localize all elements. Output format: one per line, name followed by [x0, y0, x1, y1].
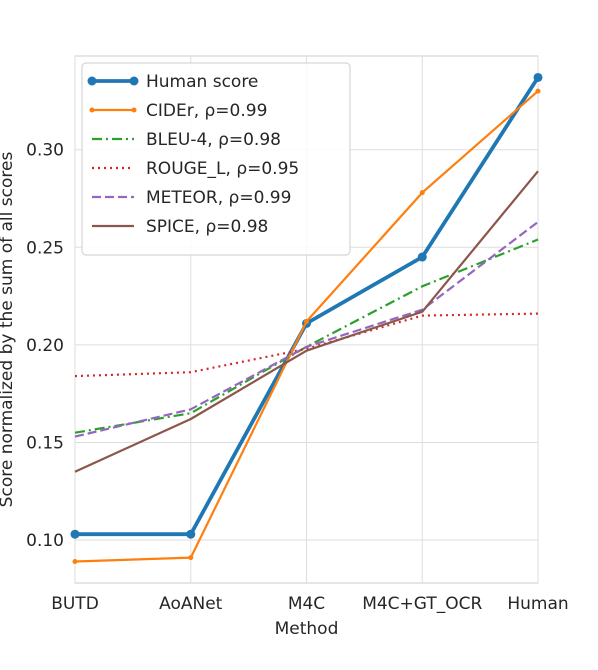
data-point	[419, 190, 425, 196]
data-point	[533, 72, 543, 82]
data-point	[304, 318, 309, 324]
legend-label: CIDEr, ρ=0.99	[146, 101, 267, 121]
legend-label: ROUGE_L, ρ=0.95	[146, 159, 299, 179]
legend-label: Human score	[146, 72, 258, 92]
legend-marker	[131, 107, 137, 113]
series-1	[72, 88, 541, 565]
series-4	[74, 221, 539, 438]
series-line	[74, 221, 539, 438]
x-tick-label: M4C	[288, 594, 325, 614]
x-tick-label: Human	[507, 594, 568, 614]
data-point	[186, 529, 196, 539]
x-tick-label: AoANet	[159, 594, 223, 614]
tick-labels: BUTD AoANet M4C M4C+GT_OCR Human 0.10 0.15 0.20…	[26, 141, 569, 614]
data-point	[188, 555, 194, 561]
legend-marker	[129, 76, 139, 86]
legend-label: BLEU-4, ρ=0.98	[146, 130, 281, 150]
legend-entry: ROUGE_L, ρ=0.95	[92, 159, 299, 179]
y-tick-label: 0.30	[26, 141, 64, 161]
legend-box	[81, 62, 351, 256]
y-tick-label: 0.25	[26, 238, 64, 258]
legend-label: METEOR, ρ=0.99	[146, 188, 291, 208]
legend-entry: CIDEr, ρ=0.99	[89, 101, 267, 121]
data-point	[535, 88, 541, 94]
legend: Human score CIDEr, ρ=0.99 BLEU-4, ρ=0.98 RO…	[81, 62, 351, 256]
legend-label: SPICE, ρ=0.98	[146, 217, 268, 237]
series-line	[74, 238, 539, 434]
y-axis-label: Score normalized by the sum of all score…	[0, 152, 17, 508]
legend-entry: METEOR, ρ=0.99	[92, 188, 291, 208]
x-axis-label: Method	[275, 619, 339, 639]
y-tick-label: 0.10	[26, 531, 64, 551]
legend-entry: BLEU-4, ρ=0.98	[92, 130, 281, 150]
series-2	[74, 238, 539, 434]
series-lines	[70, 72, 543, 565]
x-tick-label: M4C+GT_OCR	[362, 594, 482, 614]
legend-marker	[87, 76, 97, 86]
series-5	[74, 170, 539, 473]
x-tick-label: BUTD	[51, 594, 99, 614]
legend-marker	[89, 107, 95, 113]
legend-entry: SPICE, ρ=0.98	[92, 217, 268, 237]
y-tick-label: 0.20	[26, 336, 64, 356]
series-line	[74, 170, 539, 473]
legend-entry: Human score	[87, 72, 258, 92]
data-point	[70, 529, 80, 539]
y-tick-label: 0.15	[26, 433, 64, 453]
data-point	[417, 252, 427, 262]
data-point	[72, 559, 78, 565]
